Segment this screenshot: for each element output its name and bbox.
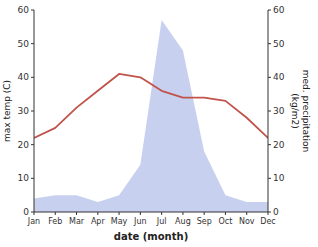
y2-axis-label-line: (kg/m2) [290,93,300,128]
x-tick-label: May [111,217,128,226]
y2-tick [268,77,271,78]
y-axis-label: max temp (C) [2,80,12,142]
chart: 0 10 20 30 40 50 60 0 10 20 30 40 50 60 Jan Feb Mar Apr Ma… [0,0,318,247]
x-tick-label: Jan [27,217,40,226]
x-tick-label: Aug [175,217,191,226]
y2-tick-label: 0 [273,207,279,217]
temperature-line [34,74,268,138]
x-tick-label: Dec [260,217,275,226]
precipitation-area [34,20,268,212]
x-tick [225,212,226,215]
x-tick-label: Jul [156,217,167,226]
x-tick-label: Mar [69,217,85,226]
y2-tick [268,178,271,179]
x-tick-label: Jun [133,217,147,226]
y2-tick-label: 40 [273,72,285,82]
y-tick [31,111,34,112]
x-axis-label: date (month) [114,231,188,242]
y2-tick-label: 50 [273,39,285,49]
y-tick [31,43,34,44]
x-tick [246,212,247,215]
x-tick [55,212,56,215]
x-tick [119,212,120,215]
y2-tick [268,43,271,44]
x-tick-label: Apr [91,217,106,226]
y-tick-label: 30 [18,106,30,116]
y-tick [31,10,34,11]
y2-tick [268,10,271,11]
y-tick-label: 10 [18,173,30,183]
x-tick-label: Feb [48,217,62,226]
plot-area [34,20,268,212]
x-tick [204,212,205,215]
x-tick-label: Oct [219,217,233,226]
x-tick [140,212,141,215]
y2-axis-label: med. precipitation(kg/m2) [290,70,311,152]
y-tick-label: 40 [18,72,30,82]
x-tick-label: Sep [197,217,212,226]
y2-tick-label: 30 [273,106,285,116]
x-tick [268,212,269,215]
y2-tick [268,111,271,112]
y2-tick-label: 10 [273,173,285,183]
y-tick-label: 60 [18,5,30,15]
x-tick [34,212,35,215]
y-tick-label: 50 [18,39,30,49]
y-tick-label: 20 [18,140,30,150]
y2-axis-label-line: med. precipitation [301,70,311,152]
y2-tick-label: 60 [273,5,285,15]
x-tick [182,212,183,215]
x-tick [161,212,162,215]
y2-tick [268,144,271,145]
x-tick [76,212,77,215]
y-tick [31,178,34,179]
x-tick [97,212,98,215]
y2-tick-label: 20 [273,140,285,150]
x-tick-label: Nov [239,217,255,226]
x-axis-line [34,212,268,213]
y-tick [31,144,34,145]
y-tick [31,77,34,78]
y-tick-label: 0 [23,207,29,217]
